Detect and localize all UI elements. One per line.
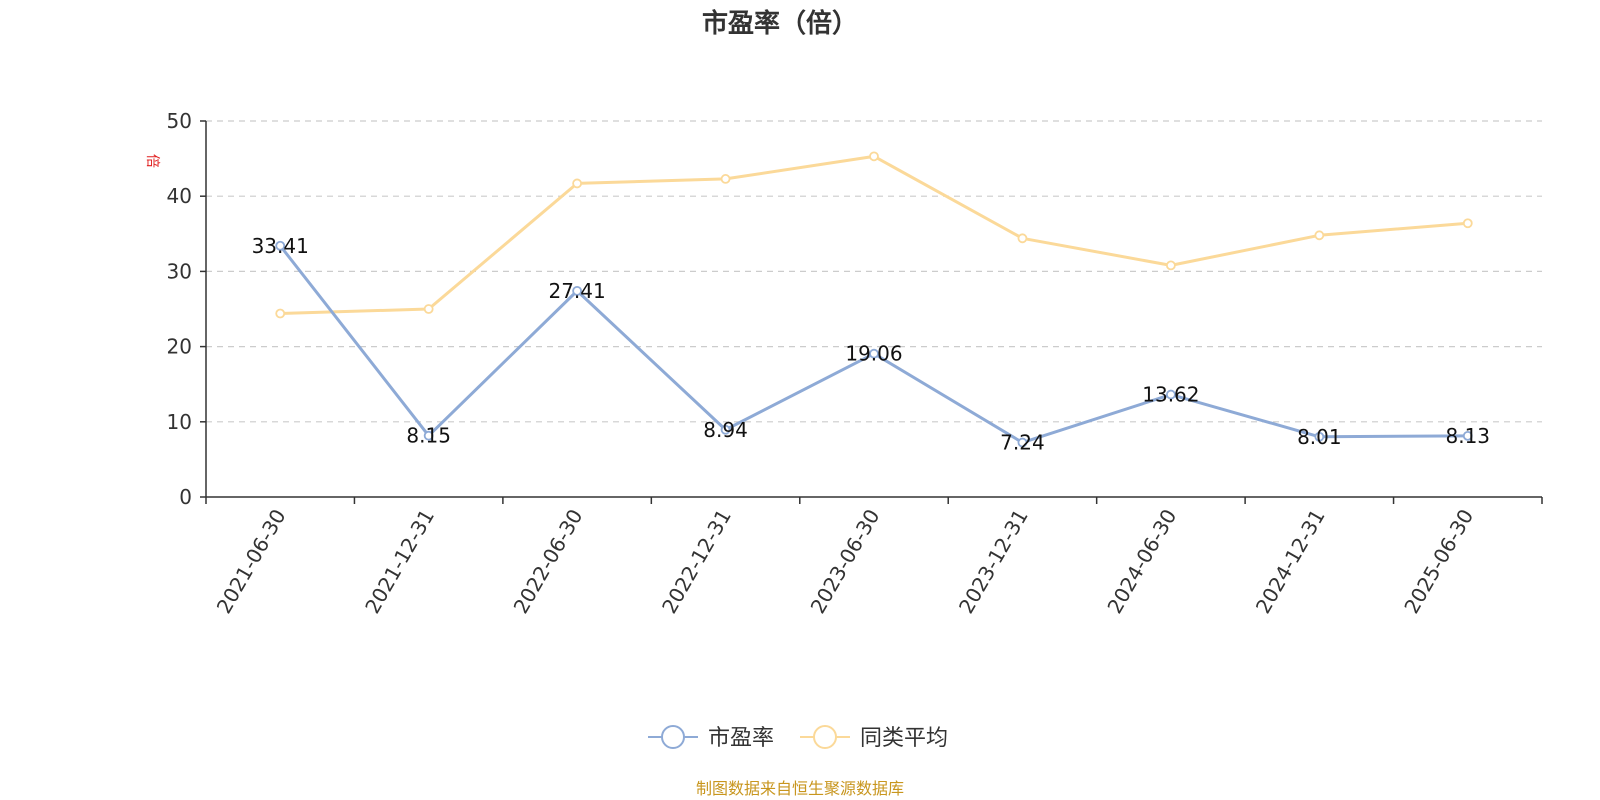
data-label: 8.13 xyxy=(1446,424,1491,448)
data-label: 33.41 xyxy=(252,234,309,258)
data-point-pe xyxy=(1462,430,1473,441)
data-label: 7.24 xyxy=(1000,431,1045,455)
x-tick-label: 2024-12-31 xyxy=(1251,505,1330,618)
legend-item-peer-average[interactable]: 同类平均 xyxy=(800,725,948,751)
x-tick-label: 2022-06-30 xyxy=(509,505,588,618)
y-tick-label: 0 xyxy=(179,485,192,509)
chart-title: 市盈率（倍） xyxy=(702,8,858,39)
data-point-pe xyxy=(869,348,879,359)
y-tick-label: 40 xyxy=(167,184,192,208)
x-tick-label: 2025-06-30 xyxy=(1399,505,1478,618)
legend-circle-icon xyxy=(813,725,837,749)
y-tick-label: 20 xyxy=(167,335,192,359)
data-label: 8.15 xyxy=(406,424,451,448)
data-point-pe xyxy=(1017,437,1028,448)
data-labels: 33.41 8.15 27.41 8.94 19.06 7.24 13.62 8.01 8.13 xyxy=(252,234,1490,455)
data-source-note: 制图数据来自恒生聚源数据库 xyxy=(696,779,904,798)
data-point-peer-average xyxy=(572,178,583,189)
x-tick-label: 2022-12-31 xyxy=(657,505,736,618)
y-axis-unit-label: 倍 xyxy=(144,154,160,168)
data-point-peer-average xyxy=(1017,233,1028,244)
data-point-peer-average xyxy=(423,304,434,314)
data-point-pe xyxy=(275,240,286,251)
data-point-peer-average xyxy=(1314,230,1325,241)
x-tick-label: 2023-06-30 xyxy=(805,505,884,618)
data-point-peer-average xyxy=(720,174,731,184)
series-lines xyxy=(275,151,1473,448)
y-tick-label: 30 xyxy=(167,259,192,283)
data-point-peer-average xyxy=(1462,218,1473,229)
data-label: 19.06 xyxy=(845,342,902,366)
legend-circle-icon xyxy=(661,725,685,749)
data-point-pe xyxy=(1165,389,1176,400)
legend-label: 同类平均 xyxy=(860,726,948,751)
x-tick-label: 2021-06-30 xyxy=(212,505,291,618)
grid-lines xyxy=(206,120,1542,423)
data-point-pe xyxy=(720,424,731,435)
y-tick-label: 50 xyxy=(167,109,192,133)
data-point-pe xyxy=(572,285,583,296)
legend-item-pe[interactable]: 市盈率 xyxy=(648,725,774,751)
data-point-pe xyxy=(423,430,434,441)
series-line-peer-average xyxy=(280,154,1468,316)
y-tick-label: 10 xyxy=(167,410,192,434)
data-point-peer-average xyxy=(869,151,879,162)
data-label: 8.94 xyxy=(703,418,748,442)
legend: 市盈率 同类平均 xyxy=(648,725,948,751)
x-tick-label: 2021-12-31 xyxy=(360,505,439,618)
data-point-peer-average xyxy=(275,308,286,319)
data-label: 13.62 xyxy=(1142,383,1199,407)
data-label: 27.41 xyxy=(548,279,605,303)
legend-label: 市盈率 xyxy=(708,726,774,751)
data-point-pe xyxy=(1314,431,1325,442)
x-tick-label: 2024-06-30 xyxy=(1102,505,1181,618)
data-point-peer-average xyxy=(1165,260,1176,271)
x-tick-label: 2023-12-31 xyxy=(954,505,1033,618)
data-label: 8.01 xyxy=(1297,425,1342,449)
